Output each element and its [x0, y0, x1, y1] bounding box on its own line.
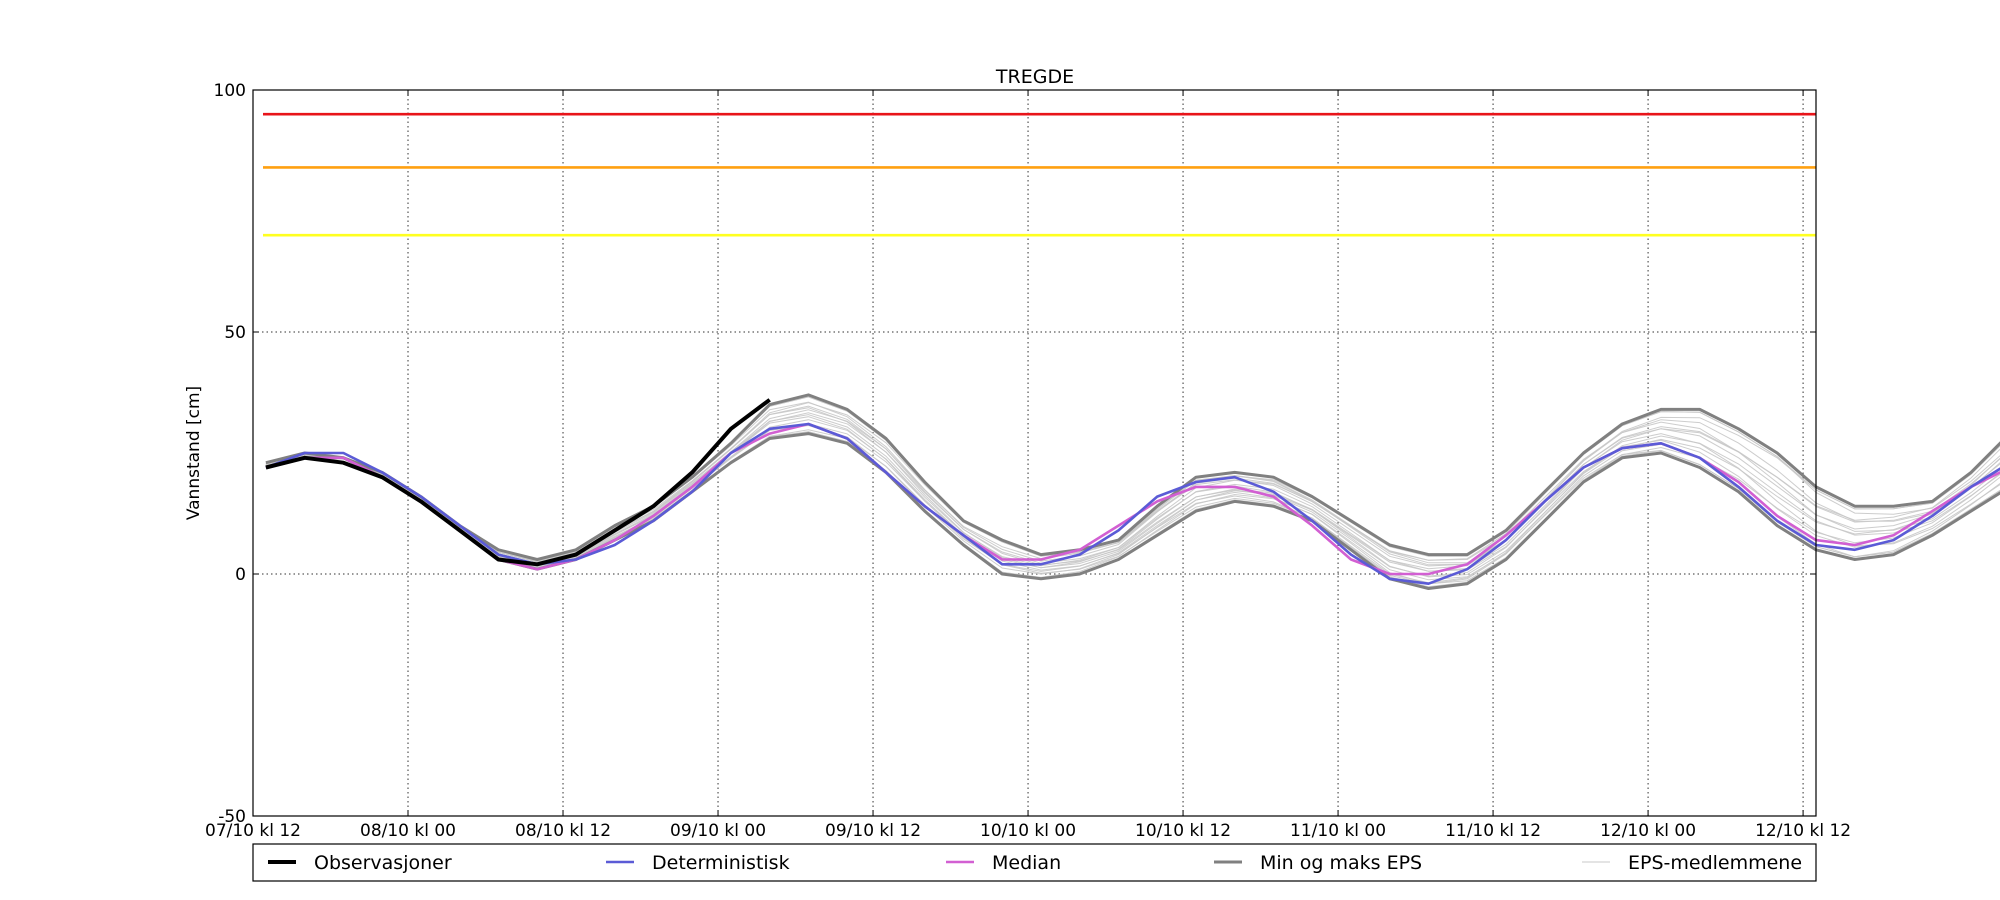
legend-label: Min og maks EPS — [1260, 852, 1422, 874]
x-tick-label: 11/10 kl 00 — [1290, 821, 1386, 841]
eps-member-line — [265, 405, 2000, 577]
eps-min-line — [265, 432, 2000, 590]
legend-label: EPS-medlemmene — [1628, 852, 1802, 874]
x-tick-label: 10/10 kl 12 — [1135, 821, 1231, 841]
eps-member-line — [265, 429, 2000, 585]
x-tick-label: 12/10 kl 12 — [1755, 821, 1851, 841]
threshold-lines — [263, 112, 1816, 237]
legend-label: Median — [992, 852, 1061, 874]
y-tick-label: 100 — [214, 81, 246, 101]
y-tick-label: 50 — [224, 323, 246, 343]
eps-max-line — [265, 393, 2000, 561]
eps-member-line — [265, 402, 2000, 566]
axis-ticks: -50 0 50 100 07/10 kl 12 08/10 kl 00 08/10 kl … — [205, 81, 1851, 841]
eps-member-line — [265, 401, 2000, 562]
eps-member-line — [265, 419, 2000, 588]
legend-frame — [252, 843, 1817, 882]
x-tick-label: 09/10 kl 00 — [670, 821, 766, 841]
eps-member-line — [265, 423, 2000, 572]
eps-member-line — [265, 409, 2000, 565]
y-tick-label: 0 — [235, 565, 246, 585]
legend-label: Observasjoner — [314, 852, 452, 874]
legend-label: Deterministisk — [652, 852, 790, 874]
legend: Observasjoner Deterministisk Median Min og … — [252, 843, 1817, 882]
x-tick-label: 09/10 kl 12 — [825, 821, 921, 841]
x-tick-label: 12/10 kl 00 — [1600, 821, 1696, 841]
x-tick-label: 10/10 kl 00 — [980, 821, 1076, 841]
plot-frame — [252, 89, 1817, 817]
x-tick-label: 08/10 kl 12 — [515, 821, 611, 841]
series-lines — [265, 393, 2000, 590]
y-axis-label: Vannstand [cm] — [184, 386, 204, 520]
eps-member-line — [265, 407, 2000, 570]
x-tick-label: 07/10 kl 12 — [205, 821, 301, 841]
y-tick-label: -50 — [218, 807, 246, 827]
deterministic-line — [265, 422, 2000, 585]
eps-member-line — [265, 414, 2000, 567]
chart-title: TREGDE — [995, 66, 1074, 88]
x-tick-label: 11/10 kl 12 — [1445, 821, 1541, 841]
observations-line — [265, 398, 771, 567]
x-tick-label: 08/10 kl 00 — [360, 821, 456, 841]
eps-member-line — [265, 424, 2000, 575]
